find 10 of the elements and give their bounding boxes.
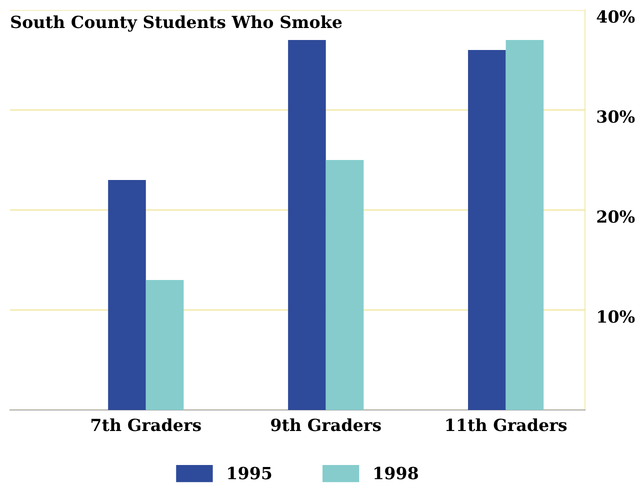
y-tick-label: 10% bbox=[598, 310, 635, 323]
y-tick-label: 40% bbox=[596, 10, 635, 23]
x-tick-label: 9th Graders bbox=[271, 418, 381, 432]
y-tick-label: 30% bbox=[597, 110, 635, 123]
y-tick-label: 20% bbox=[597, 210, 635, 223]
legend-label: 1998 bbox=[374, 466, 418, 480]
x-tick-label: 7th Graders bbox=[91, 418, 201, 432]
legend-label: 1995 bbox=[228, 466, 272, 480]
x-tick-label: 11th Graders bbox=[446, 418, 567, 432]
chart-title: South County Students Who Smoke bbox=[11, 15, 342, 32]
